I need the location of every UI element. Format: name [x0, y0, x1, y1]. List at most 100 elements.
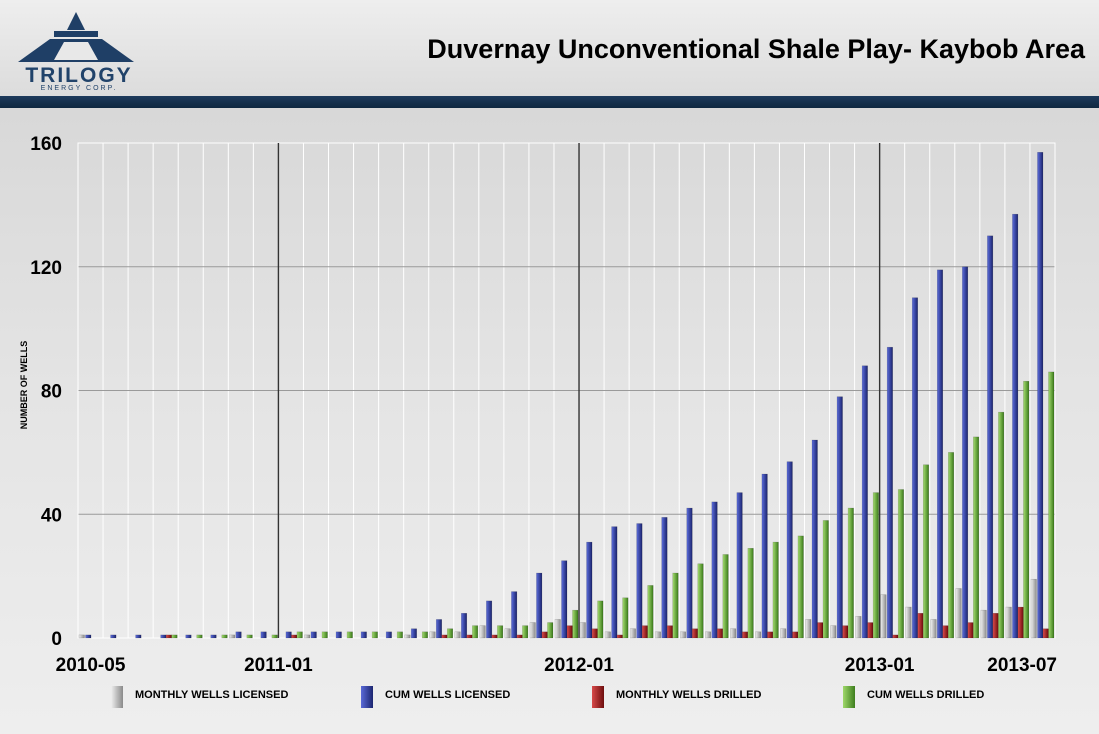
- bar-monthly-licensed: [705, 631, 712, 639]
- legend-swatch: [361, 686, 373, 708]
- bar-cum-drilled: [672, 572, 679, 639]
- legend-swatch: [592, 686, 604, 708]
- bar-cum-drilled: [922, 464, 929, 639]
- legend-label: CUM WELLS DRILLED: [867, 689, 985, 701]
- bar-cum-licensed: [886, 346, 893, 639]
- bar-monthly-licensed: [880, 594, 887, 639]
- bar-cum-drilled: [171, 634, 178, 639]
- bar-cum-drilled: [497, 625, 504, 639]
- legend-label: CUM WELLS LICENSED: [385, 689, 511, 701]
- y-tick-label: 0: [51, 629, 62, 650]
- bar-cum-drilled: [897, 489, 904, 639]
- bar-monthly-drilled: [641, 625, 648, 639]
- bar-monthly-drilled: [491, 634, 498, 639]
- bar-monthly-licensed: [604, 631, 611, 639]
- bar-monthly-drilled: [666, 625, 673, 639]
- bar-cum-licensed: [385, 631, 392, 639]
- bar-monthly-drilled: [767, 631, 774, 639]
- bar-monthly-licensed: [905, 606, 912, 639]
- bar-cum-licensed: [85, 634, 92, 639]
- bar-cum-licensed: [260, 631, 267, 639]
- y-tick-label: 40: [41, 505, 62, 526]
- bar-monthly-licensed: [479, 625, 486, 639]
- bar-monthly-licensed: [730, 628, 737, 639]
- bar-monthly-drilled: [892, 634, 899, 639]
- bar-monthly-drilled: [717, 628, 724, 639]
- bar-monthly-drilled: [692, 628, 699, 639]
- bar-monthly-licensed: [855, 616, 862, 639]
- bar-cum-licensed: [135, 634, 142, 639]
- bar-monthly-drilled: [792, 631, 799, 639]
- bar-cum-drilled: [948, 452, 955, 639]
- bar-cum-licensed: [285, 631, 292, 639]
- bar-cum-licensed: [185, 634, 192, 639]
- bar-cum-licensed: [911, 297, 918, 639]
- bar-cum-licensed: [661, 517, 668, 639]
- bar-cum-drilled: [447, 628, 454, 639]
- bar-cum-drilled: [847, 507, 854, 639]
- bar-monthly-licensed: [830, 625, 837, 639]
- bar-cum-licensed: [811, 439, 818, 639]
- x-tick-label: 2013-01: [845, 655, 915, 676]
- bar-cum-licensed: [235, 631, 242, 639]
- bar-cum-drilled: [371, 631, 378, 639]
- bar-cum-licensed: [611, 526, 618, 639]
- bar-monthly-licensed: [1005, 606, 1012, 639]
- bar-monthly-licensed: [579, 622, 586, 639]
- bar-cum-licensed: [210, 634, 217, 639]
- legend-swatch: [111, 686, 123, 708]
- bar-monthly-licensed: [504, 628, 511, 639]
- bar-monthly-licensed: [980, 609, 987, 639]
- bar-monthly-drilled: [516, 634, 523, 639]
- bar-cum-licensed: [435, 619, 442, 639]
- bar-cum-drilled: [472, 625, 479, 639]
- bar-cum-drilled: [797, 535, 804, 639]
- y-tick-label: 80: [41, 382, 62, 403]
- bar-cum-licensed: [461, 613, 468, 639]
- bar-cum-drilled: [772, 541, 779, 639]
- y-tick-label: 120: [30, 258, 62, 279]
- bar-cum-drilled: [321, 631, 328, 639]
- bar-cum-drilled: [822, 520, 829, 639]
- page-title: Duvernay Unconventional Shale Play- Kayb…: [427, 34, 1085, 64]
- bar-monthly-licensed: [955, 588, 962, 639]
- bar-cum-drilled: [722, 554, 729, 639]
- bar-monthly-drilled: [616, 634, 623, 639]
- bar-cum-drilled: [697, 563, 704, 639]
- bar-cum-drilled: [1048, 371, 1055, 639]
- bar-monthly-licensed: [229, 634, 236, 639]
- bar-cum-drilled: [522, 625, 529, 639]
- bar-monthly-licensed: [755, 631, 762, 639]
- bar-cum-licensed: [310, 631, 317, 639]
- bar-monthly-licensed: [679, 631, 686, 639]
- bar-monthly-licensed: [554, 619, 561, 639]
- bar-cum-drilled: [622, 597, 629, 639]
- bar-cum-drilled: [196, 634, 203, 639]
- bar-monthly-licensed: [805, 619, 812, 639]
- bar-cum-licensed: [1037, 152, 1044, 639]
- bar-cum-licensed: [335, 631, 342, 639]
- bar-monthly-licensed: [429, 631, 436, 639]
- bar-monthly-drilled: [591, 628, 598, 639]
- bar-monthly-drilled: [1042, 628, 1049, 639]
- axis-layer: 0 40 80 120 160 2010-05 2011-01 2012-01 2013-01 2…: [30, 134, 1057, 676]
- bar-cum-licensed: [410, 628, 417, 639]
- logo-subtitle: ENERGY CORP.: [40, 85, 118, 92]
- bar-cum-drilled: [421, 631, 428, 639]
- bar-monthly-licensed: [780, 628, 787, 639]
- bar-cum-drilled: [998, 411, 1005, 639]
- bar-cum-licensed: [1012, 213, 1019, 639]
- bar-monthly-licensed: [78, 634, 85, 639]
- bar-monthly-drilled: [566, 625, 573, 639]
- bar-monthly-licensed: [404, 634, 411, 639]
- y-axis-title: NUMBER OF WELLS: [19, 340, 29, 430]
- bar-cum-drilled: [271, 634, 278, 639]
- bar-cum-licensed: [836, 396, 843, 639]
- header-rule: [0, 96, 1099, 108]
- bar-cum-licensed: [937, 269, 944, 639]
- bar-cum-licensed: [962, 266, 969, 639]
- bar-cum-drilled: [1023, 380, 1030, 639]
- logo-name: TRILOGY: [25, 64, 133, 87]
- bar-monthly-licensed: [1030, 578, 1037, 639]
- bar-cum-licensed: [360, 631, 367, 639]
